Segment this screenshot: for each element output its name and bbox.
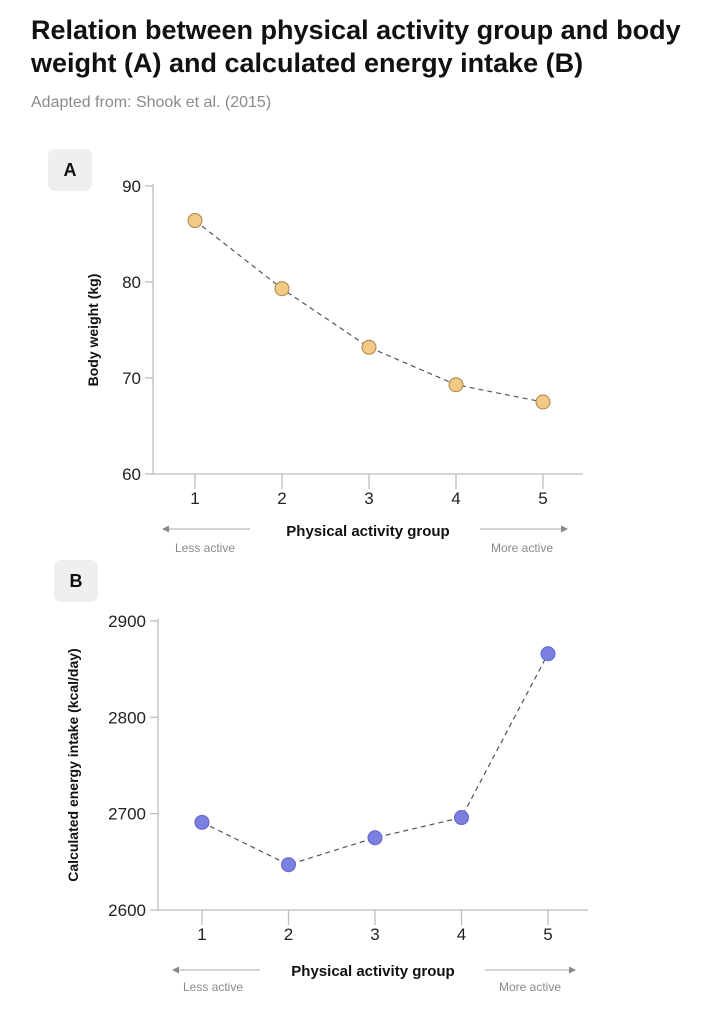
data-point	[540, 646, 556, 662]
y-tick-label: 90	[122, 177, 141, 196]
data-point	[281, 857, 296, 873]
data-point	[535, 394, 551, 410]
series-connector-line	[194, 220, 544, 403]
x-tick-label: 5	[538, 489, 547, 508]
data-point	[454, 810, 469, 826]
more-active-note: More active	[491, 541, 553, 555]
y-tick-label: 2900	[108, 612, 146, 631]
left-arrow-icon	[172, 966, 179, 974]
y-tick-label: 60	[122, 465, 141, 484]
x-axis-label: Physical activity group	[286, 523, 449, 540]
x-tick-label: 2	[284, 925, 293, 944]
y-tick-label: 2800	[108, 708, 146, 727]
y-tick-label: 2600	[108, 901, 146, 920]
data-point	[367, 830, 383, 846]
data-point	[361, 339, 377, 355]
y-axis-label: Body weight (kg)	[85, 274, 101, 387]
chart-panel-b: 2600 2700 2800 2900 1 2 3 4 5 Physical activity g…	[65, 612, 588, 994]
data-point	[274, 281, 290, 297]
y-tick-label: 70	[122, 369, 141, 388]
right-arrow-icon	[561, 525, 568, 533]
x-tick-label: 4	[451, 489, 460, 508]
x-tick-label: 2	[277, 489, 286, 508]
less-active-note: Less active	[175, 541, 235, 555]
x-tick-label: 5	[543, 925, 552, 944]
data-point	[187, 213, 203, 229]
chart-panel-a: 60 70 80 90 1 2 3 4 5 Physical activity group Body…	[85, 177, 583, 555]
y-tick-label: 80	[122, 273, 141, 292]
x-tick-label: 4	[457, 925, 466, 944]
source-citation: Shook et al. (2015)	[135, 94, 272, 111]
panel-badge-b: B	[54, 560, 98, 602]
y-axis-label: Calculated energy intake (kcal/day)	[65, 648, 81, 881]
x-tick-label: 1	[190, 489, 199, 508]
panel-badge-a: A	[48, 149, 92, 191]
x-tick-label: 1	[197, 925, 206, 944]
data-point	[448, 377, 464, 393]
less-active-note: Less active	[183, 980, 243, 994]
y-tick-label: 2700	[108, 805, 146, 824]
series-connector-line	[201, 653, 549, 866]
x-tick-label: 3	[364, 489, 373, 508]
right-arrow-icon	[569, 966, 576, 974]
source-label: Adapted from:	[31, 94, 132, 111]
more-active-note: More active	[499, 980, 561, 994]
chart-title: Relation between physical activity group…	[31, 15, 681, 78]
left-arrow-icon	[162, 525, 169, 533]
chart-subtitle: Adapted from: Shook et al. (2015)	[31, 94, 271, 112]
data-point	[194, 814, 210, 830]
x-tick-label: 3	[370, 925, 379, 944]
x-axis-label: Physical activity group	[291, 963, 454, 980]
